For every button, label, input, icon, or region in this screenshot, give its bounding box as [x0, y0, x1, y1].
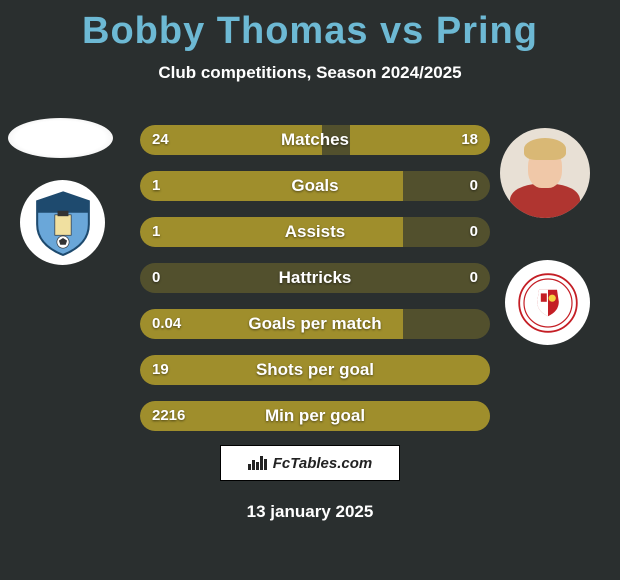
stat-row: 0Hattricks0 [140, 263, 490, 293]
logo-text: FcTables.com [273, 455, 372, 472]
stat-label: Goals per match [140, 309, 490, 339]
stat-row: 2216Min per goal [140, 401, 490, 431]
stat-label: Hattricks [140, 263, 490, 293]
stat-label: Matches [140, 125, 490, 155]
stats-container: 24Matches181Goals01Assists00Hattricks00.… [140, 125, 490, 447]
comparison-date: 13 january 2025 [0, 502, 620, 522]
stat-value-right: 0 [470, 171, 478, 201]
stat-row: 1Goals0 [140, 171, 490, 201]
stat-value-right: 0 [470, 263, 478, 293]
stat-value-right: 0 [470, 217, 478, 247]
stat-value-right: 18 [461, 125, 478, 155]
player-right-avatar [500, 128, 590, 218]
stat-label: Assists [140, 217, 490, 247]
player-left-avatar [8, 118, 113, 158]
stat-row: 1Assists0 [140, 217, 490, 247]
stat-row: 19Shots per goal [140, 355, 490, 385]
stat-label: Shots per goal [140, 355, 490, 385]
fctables-logo: FcTables.com [220, 445, 400, 481]
club-right-badge [505, 260, 590, 345]
logo-bars-icon [248, 456, 267, 470]
stat-row: 24Matches18 [140, 125, 490, 155]
stat-label: Goals [140, 171, 490, 201]
club-left-badge [20, 180, 105, 265]
comparison-title: Bobby Thomas vs Pring [0, 0, 620, 53]
stat-row: 0.04Goals per match [140, 309, 490, 339]
stat-label: Min per goal [140, 401, 490, 431]
comparison-subtitle: Club competitions, Season 2024/2025 [0, 63, 620, 83]
